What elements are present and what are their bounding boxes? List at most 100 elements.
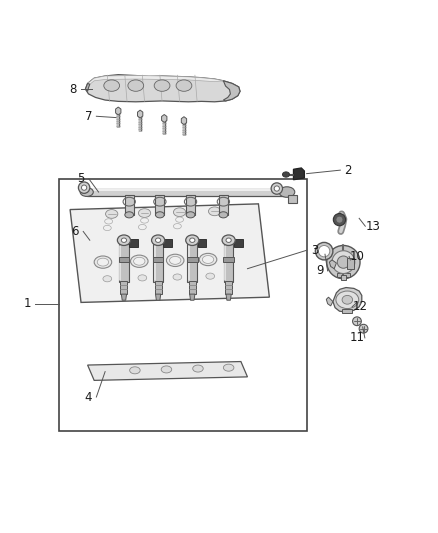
- Text: 2: 2: [344, 164, 352, 176]
- Bar: [225, 281, 232, 294]
- Bar: [153, 244, 163, 282]
- Polygon shape: [155, 294, 161, 300]
- Bar: [120, 281, 127, 294]
- Ellipse shape: [186, 212, 195, 218]
- Ellipse shape: [190, 238, 195, 243]
- Bar: [186, 195, 195, 215]
- Text: 6: 6: [71, 225, 79, 238]
- Ellipse shape: [337, 256, 350, 268]
- Ellipse shape: [199, 253, 217, 265]
- Ellipse shape: [78, 182, 90, 193]
- Ellipse shape: [170, 256, 181, 264]
- Ellipse shape: [103, 276, 112, 282]
- Ellipse shape: [138, 275, 147, 281]
- Bar: [223, 257, 234, 262]
- Polygon shape: [85, 84, 90, 91]
- Polygon shape: [162, 115, 167, 123]
- Bar: [337, 273, 350, 278]
- Polygon shape: [333, 287, 362, 312]
- Text: 1: 1: [24, 297, 32, 310]
- Bar: [219, 195, 228, 215]
- Polygon shape: [329, 260, 336, 269]
- Polygon shape: [121, 294, 127, 300]
- Bar: [224, 244, 233, 282]
- Bar: [119, 244, 129, 282]
- Ellipse shape: [222, 235, 235, 246]
- Polygon shape: [88, 361, 247, 381]
- Text: 11: 11: [350, 332, 364, 344]
- Polygon shape: [326, 297, 333, 306]
- Text: 3: 3: [311, 244, 318, 257]
- Ellipse shape: [106, 209, 118, 219]
- Bar: [155, 281, 162, 294]
- Ellipse shape: [97, 258, 109, 266]
- Ellipse shape: [283, 172, 290, 177]
- Text: 12: 12: [353, 300, 367, 313]
- Ellipse shape: [226, 238, 231, 243]
- Ellipse shape: [155, 212, 164, 218]
- Bar: [87, 189, 289, 196]
- Ellipse shape: [80, 188, 93, 197]
- Bar: [155, 195, 164, 215]
- Bar: [163, 239, 172, 247]
- Ellipse shape: [134, 257, 145, 265]
- Ellipse shape: [94, 256, 112, 268]
- Ellipse shape: [208, 207, 221, 216]
- Bar: [189, 281, 196, 294]
- Polygon shape: [85, 75, 240, 102]
- Ellipse shape: [206, 273, 215, 279]
- Ellipse shape: [274, 186, 279, 191]
- Ellipse shape: [173, 274, 182, 280]
- Ellipse shape: [81, 185, 87, 190]
- Ellipse shape: [154, 80, 170, 91]
- Bar: [119, 257, 129, 262]
- Bar: [288, 195, 297, 203]
- Ellipse shape: [336, 216, 343, 223]
- Ellipse shape: [173, 208, 186, 216]
- Polygon shape: [223, 81, 240, 101]
- Polygon shape: [138, 110, 143, 118]
- Text: 8: 8: [70, 83, 77, 95]
- Text: 13: 13: [366, 220, 381, 233]
- Ellipse shape: [219, 212, 228, 218]
- Ellipse shape: [130, 367, 140, 374]
- Ellipse shape: [131, 255, 148, 268]
- Ellipse shape: [353, 317, 361, 326]
- Bar: [187, 257, 198, 262]
- Ellipse shape: [125, 212, 134, 218]
- Ellipse shape: [193, 365, 203, 372]
- Ellipse shape: [359, 324, 368, 333]
- Ellipse shape: [155, 238, 161, 243]
- Bar: [342, 309, 352, 313]
- Bar: [341, 275, 346, 280]
- Bar: [129, 239, 138, 247]
- Ellipse shape: [161, 366, 172, 373]
- Ellipse shape: [279, 187, 295, 197]
- Bar: [347, 258, 354, 269]
- Text: 7: 7: [85, 110, 92, 123]
- Ellipse shape: [333, 214, 346, 226]
- Ellipse shape: [271, 183, 283, 194]
- Text: 4: 4: [85, 391, 92, 403]
- Bar: [234, 239, 243, 247]
- Polygon shape: [190, 294, 195, 300]
- Bar: [87, 189, 289, 191]
- Ellipse shape: [223, 364, 234, 371]
- Ellipse shape: [117, 235, 131, 246]
- Text: 5: 5: [78, 172, 85, 185]
- Polygon shape: [293, 168, 304, 180]
- Polygon shape: [116, 107, 121, 115]
- Bar: [59, 179, 307, 431]
- Polygon shape: [70, 204, 269, 302]
- Bar: [198, 239, 206, 247]
- Ellipse shape: [336, 291, 359, 309]
- Bar: [125, 195, 134, 215]
- Text: 9: 9: [316, 264, 324, 277]
- Ellipse shape: [315, 243, 333, 260]
- Ellipse shape: [332, 251, 355, 273]
- Ellipse shape: [342, 295, 353, 304]
- Ellipse shape: [121, 238, 127, 243]
- Ellipse shape: [318, 246, 330, 257]
- Ellipse shape: [202, 255, 214, 263]
- Ellipse shape: [104, 80, 120, 91]
